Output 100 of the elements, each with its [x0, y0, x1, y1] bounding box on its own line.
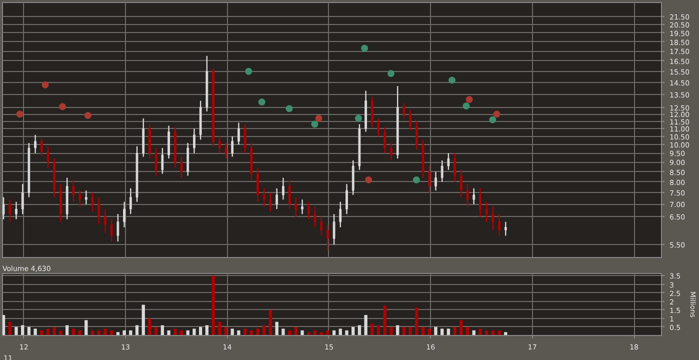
bar [370, 324, 374, 336]
candlestick [276, 188, 278, 210]
candlestick [294, 196, 298, 218]
candlestick [447, 152, 450, 170]
candlestick [72, 179, 75, 202]
point [493, 110, 500, 118]
bar [46, 328, 50, 336]
bar [275, 322, 278, 336]
bar [34, 328, 37, 336]
bar [148, 318, 152, 336]
bar [326, 330, 330, 336]
candlestick [415, 120, 418, 150]
point [311, 120, 318, 128]
bar [167, 330, 170, 336]
candlestick [84, 190, 88, 205]
candlestick [370, 96, 374, 128]
candlestick [2, 196, 5, 220]
candlestick [326, 224, 329, 252]
candlestick [15, 201, 18, 220]
bar [415, 307, 418, 336]
point [42, 81, 49, 88]
point [84, 112, 92, 120]
candlestick [479, 188, 482, 218]
candlestick [377, 118, 380, 138]
bar [142, 304, 145, 336]
candlestick [256, 167, 259, 202]
point [466, 96, 473, 103]
candlestick [307, 201, 310, 220]
bar [268, 310, 272, 336]
bar [218, 322, 222, 336]
point [315, 114, 322, 122]
candlestick [104, 208, 106, 234]
bar [478, 328, 482, 336]
point [462, 102, 470, 110]
candlestick [244, 124, 246, 154]
candlestick [116, 213, 120, 242]
candlestick [98, 196, 100, 226]
candlestick [492, 206, 494, 231]
candlestick [346, 183, 348, 215]
bar [212, 276, 215, 336]
point [258, 98, 266, 106]
candlestick [472, 188, 476, 205]
candlestick [192, 128, 196, 154]
bar [104, 328, 107, 336]
candlestick [91, 192, 94, 212]
candlestick [390, 142, 392, 161]
bar [345, 330, 348, 336]
bar [230, 328, 234, 336]
point [286, 105, 293, 112]
candlestick [301, 198, 304, 215]
bar [192, 328, 196, 336]
bar [256, 328, 260, 336]
bar [72, 328, 76, 336]
candlestick [466, 183, 469, 208]
bar [8, 322, 12, 336]
candlestick [332, 213, 336, 246]
point [489, 116, 496, 124]
candlestick [409, 109, 412, 131]
candlestick [320, 216, 323, 236]
candlestick [339, 201, 342, 228]
point [448, 76, 456, 84]
bar [78, 330, 82, 336]
candlestick [60, 183, 62, 222]
candlestick [129, 188, 132, 215]
bar [14, 326, 18, 336]
bar [237, 330, 240, 336]
candlestick [224, 142, 228, 160]
bar [434, 326, 438, 336]
candlestick [123, 201, 126, 228]
candlestick [21, 183, 24, 215]
bar [428, 328, 431, 336]
candlestick [485, 201, 488, 222]
point [59, 103, 66, 110]
candlestick [161, 147, 164, 174]
bar [2, 315, 6, 336]
candlestick [34, 134, 36, 154]
bar [338, 328, 342, 336]
candlestick [269, 192, 272, 212]
bar [84, 320, 88, 336]
candlestick [498, 213, 500, 236]
bar [320, 332, 323, 336]
candlestick [8, 198, 12, 222]
point [361, 44, 368, 52]
candlestick [78, 190, 81, 208]
candlestick [110, 218, 113, 242]
candlestick [262, 188, 266, 208]
candlestick [434, 171, 437, 192]
bar [446, 328, 450, 336]
candlestick [237, 122, 240, 146]
candlestick [218, 136, 221, 154]
candlestick [40, 137, 43, 158]
bar [440, 328, 444, 336]
candlestick [428, 165, 431, 194]
bar [59, 330, 62, 336]
bar [453, 326, 456, 336]
candlestick [402, 102, 406, 119]
candlestick [180, 156, 183, 178]
candlestick [454, 152, 456, 183]
bar [364, 315, 368, 336]
point [245, 68, 252, 75]
